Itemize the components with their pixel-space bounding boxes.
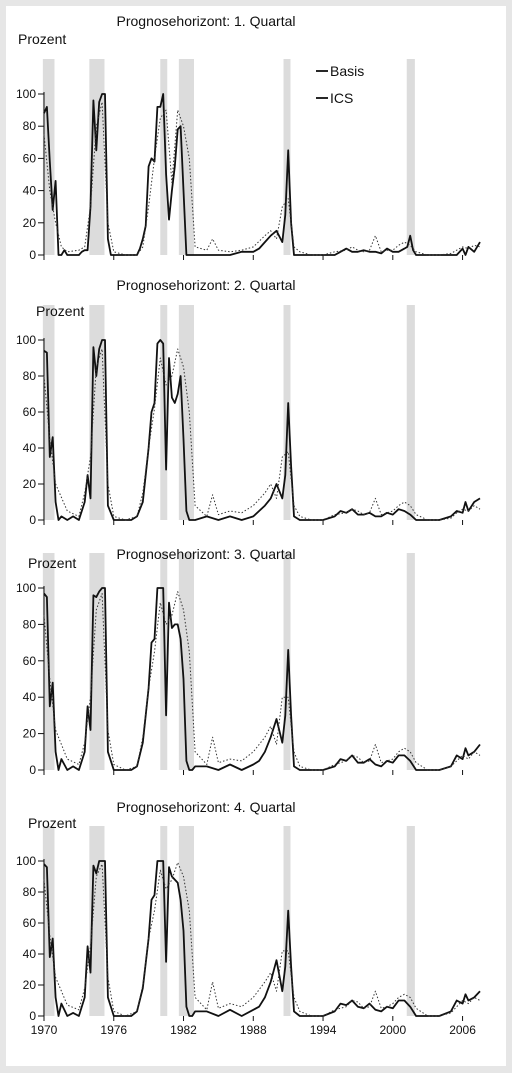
legend-label: ICS xyxy=(330,90,353,106)
recession-band xyxy=(160,59,168,255)
series-ics-line xyxy=(43,348,481,521)
y-tick-label: 20 xyxy=(23,727,37,741)
y-tick-label: 60 xyxy=(23,405,37,419)
x-tick-label: 1988 xyxy=(240,1023,267,1037)
y-tick-label: 40 xyxy=(23,184,37,198)
y-tick-label: 100 xyxy=(16,333,36,347)
y-tick-label: 20 xyxy=(23,477,37,491)
recession-band xyxy=(283,59,291,255)
recession-band xyxy=(406,59,415,255)
y-axis-label: Prozent xyxy=(28,815,76,831)
x-tick-label: 1970 xyxy=(31,1023,58,1037)
x-tick-label: 1982 xyxy=(170,1023,197,1037)
chart-title: Prognosehorizont: 4. Quartal xyxy=(117,799,296,815)
chart-panel-4: Prognosehorizont: 4. Quartal Prozent 0 20 40… xyxy=(16,799,481,1037)
y-tick-label: 60 xyxy=(23,151,37,165)
y-tick-label: 0 xyxy=(29,1009,36,1023)
y-tick-label: 100 xyxy=(16,87,36,101)
y-tick-label: 0 xyxy=(29,763,36,777)
recession-band xyxy=(178,553,194,770)
y-axis-label: Prozent xyxy=(36,303,84,319)
recession-band xyxy=(178,59,194,255)
y-tick-label: 80 xyxy=(23,885,37,899)
recession-band xyxy=(160,553,168,770)
series-ics-line xyxy=(43,591,481,771)
series-basis-line xyxy=(43,587,481,771)
chart-title: Prognosehorizont: 1. Quartal xyxy=(117,13,296,29)
y-tick-label: 40 xyxy=(23,947,37,961)
recession-band xyxy=(160,826,168,1016)
x-tick-label: 2006 xyxy=(449,1023,476,1037)
y-tick-label: 20 xyxy=(23,978,37,992)
y-tick-label: 100 xyxy=(16,581,36,595)
series-basis-line xyxy=(43,860,481,1017)
y-tick-label: 20 xyxy=(23,216,37,230)
y-tick-label: 100 xyxy=(16,854,36,868)
y-tick-label: 80 xyxy=(23,369,37,383)
series-basis-line xyxy=(43,93,481,256)
recession-band xyxy=(160,305,168,520)
chart-panel-2: Prognosehorizont: 2. Quartal Prozent 0 20 40… xyxy=(16,277,481,527)
x-tick-label: 2000 xyxy=(379,1023,406,1037)
recession-band xyxy=(178,305,194,520)
chart-title: Prognosehorizont: 2. Quartal xyxy=(117,277,296,293)
x-tick-label: 1976 xyxy=(100,1023,127,1037)
series-ics-line xyxy=(43,101,481,256)
y-tick-label: 80 xyxy=(23,119,37,133)
chart-panel-1: Prognosehorizont: 1. Quartal Prozent 0 20 40… xyxy=(16,13,481,262)
chart-panel: Prognosehorizont: 1. Quartal Prozent 0 20 40… xyxy=(6,6,506,1066)
series-basis-line xyxy=(43,339,481,521)
x-tick-label: 1994 xyxy=(310,1023,337,1037)
recession-band xyxy=(406,826,415,1016)
recession-band xyxy=(406,553,415,770)
recession-band xyxy=(406,305,415,520)
y-axis-label: Prozent xyxy=(28,555,76,571)
y-tick-label: 40 xyxy=(23,441,37,455)
chart-figure: Prognosehorizont: 1. Quartal Prozent 0 20 40… xyxy=(16,13,481,1037)
legend-label: Basis xyxy=(330,63,364,79)
chart-panel-3: Prognosehorizont: 3. Quartal Prozent 0 20 40… xyxy=(16,546,481,777)
recession-band xyxy=(42,59,55,255)
y-axis-label: Prozent xyxy=(18,31,66,47)
y-tick-label: 60 xyxy=(23,654,37,668)
series-ics-line xyxy=(43,862,481,1017)
y-tick-label: 0 xyxy=(29,248,36,262)
y-tick-label: 60 xyxy=(23,916,37,930)
y-tick-label: 40 xyxy=(23,690,37,704)
chart-title: Prognosehorizont: 3. Quartal xyxy=(117,546,296,562)
y-tick-label: 0 xyxy=(29,513,36,527)
y-tick-label: 80 xyxy=(23,617,37,631)
